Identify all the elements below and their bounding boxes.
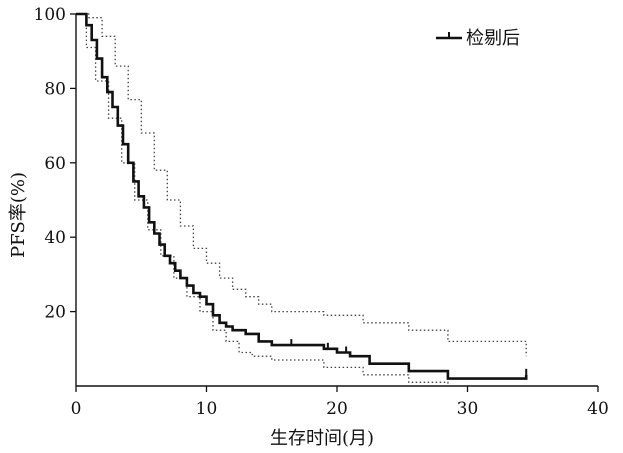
x-axis-title: 生存时间(月) [270,428,374,449]
ticks: 0 10 20 30 40 20 40 60 80 100 [34,5,609,419]
ci-lower-line [76,13,449,386]
y-axis-title: PFS率(%) [8,172,29,258]
x-tick-label: 40 [587,399,609,419]
y-tick-label: 60 [44,154,66,174]
legend-label: 检剔后 [466,28,520,49]
y-tick-label: 100 [34,5,66,25]
x-tick-label: 30 [457,399,479,419]
legend: 检剔后 [436,28,520,49]
survival-step-line [76,12,528,380]
y-tick-label: 40 [44,228,66,248]
ci-upper-line [76,13,527,357]
y-tick-label: 80 [44,79,66,99]
x-tick-label: 0 [71,399,82,419]
x-tick-label: 20 [326,399,348,419]
y-tick-label: 20 [44,303,66,323]
x-tick-label: 10 [196,399,218,419]
confidence-interval-lines [76,13,527,386]
survival-curve [76,12,528,380]
axes [75,14,598,387]
